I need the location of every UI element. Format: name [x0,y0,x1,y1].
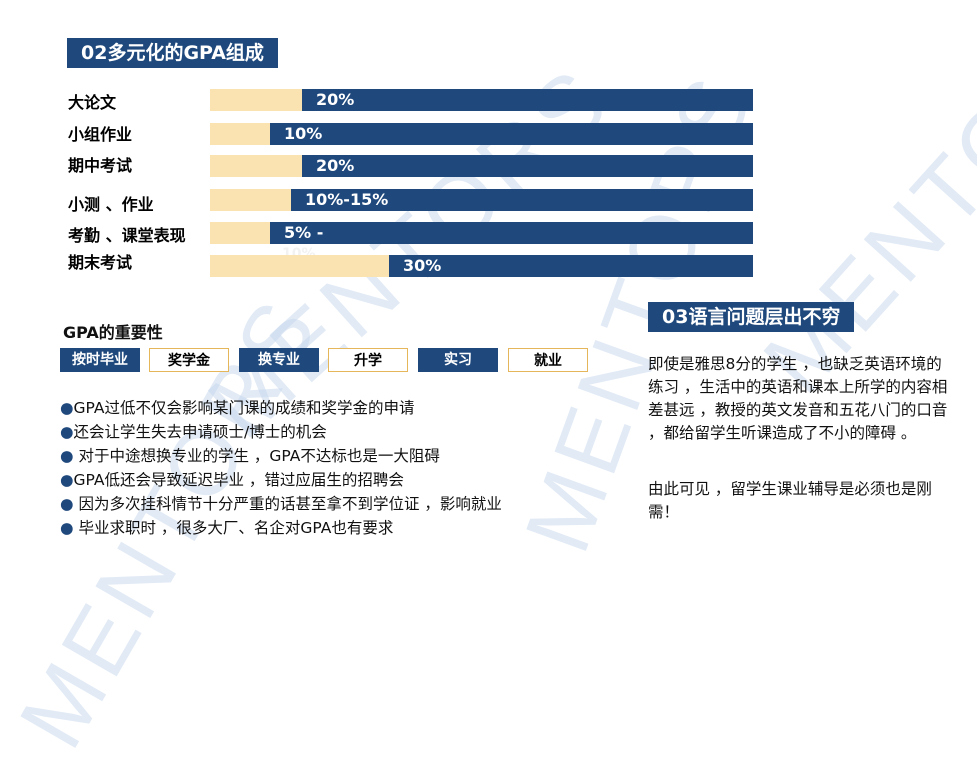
importance-tag: 换专业 [239,348,319,372]
bar-category-label: 小组作业 [68,125,133,144]
bullet-dot-icon: ● [60,423,74,441]
bullet-item: ● 因为多次挂科情节十分严重的话甚至拿不到学位证 ，影响就业 [60,492,560,516]
importance-tag: 就业 [508,348,588,372]
importance-tag: 实习 [418,348,498,372]
bullet-item: ●还会让学生失去申请硕士/博士的机会 [60,420,560,444]
bar-fill [389,255,753,277]
section-title-gpa-composition: 02多元化的GPA组成 [67,38,278,68]
bar-value-label: 20% [316,90,355,109]
bullet-dot-icon: ● [60,519,74,537]
bar-category-label: 小测 、作业 [68,195,154,214]
bar-value-label: 10% [284,124,323,143]
bar-track: 10% [210,123,753,145]
bullet-item: ● 毕业求职时 ，很多大厂、名企对GPA也有要求 [60,516,560,540]
bar-fill [270,222,753,244]
bullet-text: 毕业求职时 ，很多大厂、名企对GPA也有要求 [73,519,394,537]
bar-value-label: 30% [403,256,442,275]
bar-track: 30% [210,255,753,277]
bar-category-label: 期末考试 [68,253,133,272]
bullet-text: GPA过低不仅会影响某门课的成绩和奖学金的申请 [73,399,415,417]
section-title-language: 03语言问题层出不穷 [648,302,855,332]
bar-track: 5% -10% [210,222,753,262]
bar-value-label: 10%-15% [305,190,389,209]
bullet-item: ●GPA过低不仅会影响某门课的成绩和奖学金的申请 [60,396,560,420]
bullet-dot-icon: ● [60,495,74,513]
bar-fill [270,123,753,145]
bar-track: 10%-15% [210,189,753,211]
importance-tag: 按时毕业 [60,348,140,372]
bullet-dot-icon: ● [60,447,74,465]
bullet-text: GPA低还会导致延迟毕业 ，错过应届生的招聘会 [73,471,404,489]
importance-tag: 升学 [328,348,408,372]
bullet-dot-icon: ● [60,399,74,417]
bar-value-label: 5% - [284,223,324,242]
bullet-item: ● 对于中途想换专业的学生 ，GPA不达标也是一大阻碍 [60,444,560,468]
bar-category-label: 大论文 [68,93,117,112]
importance-heading: GPA的重要性 [63,323,163,342]
bar-track: 20% [210,89,753,111]
bar-value-label: 20% [316,156,355,175]
bar-fill [291,189,753,211]
importance-tag: 奖学金 [149,348,229,372]
bullet-text: 对于中途想换专业的学生 ，GPA不达标也是一大阻碍 [73,447,440,465]
bar-fill [302,89,753,111]
language-paragraph-2: 由此可见 ，留学生课业辅导是必须也是刚需！ [648,480,932,521]
bar-fill [302,155,753,177]
language-paragraph-1: 即使是雅思8分的学生 ，也缺乏英语环境的练习 ，生活中的英语和课本上所学的内容相… [648,355,948,442]
bar-track: 20% [210,155,753,177]
bullet-item: ●GPA低还会导致延迟毕业 ，错过应届生的招聘会 [60,468,560,492]
bullet-text: 因为多次挂科情节十分严重的话甚至拿不到学位证 ，影响就业 [73,495,502,513]
bullet-dot-icon: ● [60,471,74,489]
watermark: MENTORS [744,0,977,413]
bullet-text: 还会让学生失去申请硕士/博士的机会 [73,423,327,441]
bar-category-label: 期中考试 [68,156,133,175]
importance-bullets: ●GPA过低不仅会影响某门课的成绩和奖学金的申请 ●还会让学生失去申请硕士/博士的… [60,396,560,540]
bar-category-label: 考勤 、课堂表现 [68,226,186,245]
